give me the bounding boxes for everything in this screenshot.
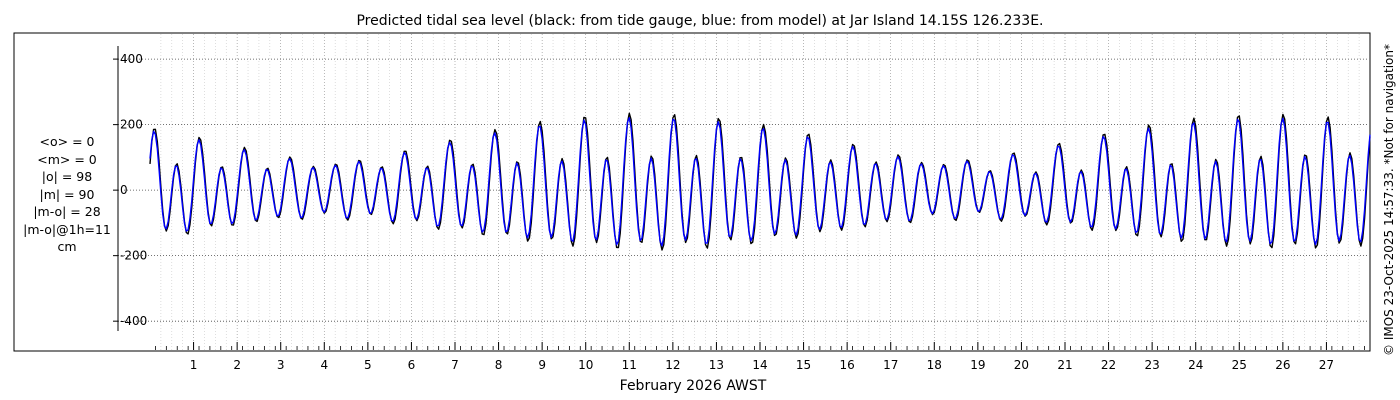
x-tick-label-21: 22 [1101, 358, 1116, 372]
x-tick-label-18: 19 [970, 358, 985, 372]
x-tick-label-11: 12 [665, 358, 680, 372]
x-tick-label-1: 2 [233, 358, 241, 372]
x-tick-label-12: 13 [709, 358, 724, 372]
chart-title: Predicted tidal sea level (black: from t… [356, 13, 1043, 29]
x-tick-label-24: 25 [1232, 358, 1247, 372]
stat-mean-model: <m> = 0 [37, 151, 97, 167]
series-lines [149, 112, 1371, 251]
x-tick-label-20: 21 [1057, 358, 1072, 372]
x-tick-label-17: 18 [927, 358, 942, 372]
x-tick-label-15: 16 [840, 358, 855, 372]
y-tick-label-2: 0 [120, 183, 128, 197]
grid-lines [118, 34, 1368, 350]
x-tick-label-4: 5 [364, 358, 372, 372]
y-axis: -400 -200 0 200 400 [113, 52, 147, 328]
stat-abs-difference-1h: |m-o|@1h=11 [23, 221, 111, 237]
x-tick-label-23: 24 [1188, 358, 1203, 372]
x-tick-label-10: 11 [622, 358, 637, 372]
y-tick-label-0: -400 [120, 314, 147, 328]
x-tick-label-22: 23 [1145, 358, 1160, 372]
x-tick-label-6: 7 [451, 358, 459, 372]
stat-abs-difference: |m-o| = 28 [33, 204, 101, 219]
x-tick-label-26: 27 [1319, 358, 1334, 372]
stat-abs-observed: |o| = 98 [41, 169, 93, 184]
x-tick-label-16: 17 [883, 358, 898, 372]
statistics-panel: <o> = 0 <m> = 0 |o| = 98 |m| = 90 |m-o| … [8, 133, 126, 256]
stat-abs-model: |m| = 90 [39, 186, 95, 202]
watermark-text: © IMOS 23-Oct-2025 14:57:33. *Not for na… [1382, 44, 1396, 356]
x-tick-label-8: 9 [538, 358, 546, 372]
series-line-model [149, 117, 1371, 247]
x-tick-label-25: 26 [1275, 358, 1290, 372]
y-tick-label-1: -200 [120, 249, 147, 263]
x-axis-label: February 2026 AWST [620, 378, 767, 394]
x-tick-label-2: 3 [277, 358, 285, 372]
x-axis: 1 2 3 4 5 6 7 8 9 10 11 12 13 14 15 16 17 18 19 20 21 22 23 24 2… [155, 342, 1365, 372]
y-tick-label-4: 400 [120, 52, 143, 66]
y-tick-label-3: 200 [120, 118, 143, 132]
x-tick-label-3: 4 [320, 358, 328, 372]
stat-mean-observed: <o> = 0 [39, 134, 95, 149]
x-tick-label-19: 20 [1014, 358, 1029, 372]
x-tick-label-9: 10 [578, 358, 593, 372]
x-tick-label-0: 1 [190, 358, 198, 372]
x-tick-label-13: 14 [752, 358, 767, 372]
x-tick-label-7: 8 [495, 358, 503, 372]
plot-frame [13, 32, 1371, 352]
x-tick-label-14: 15 [796, 358, 811, 372]
stat-unit: cm [57, 239, 77, 254]
x-tick-label-5: 6 [408, 358, 416, 372]
